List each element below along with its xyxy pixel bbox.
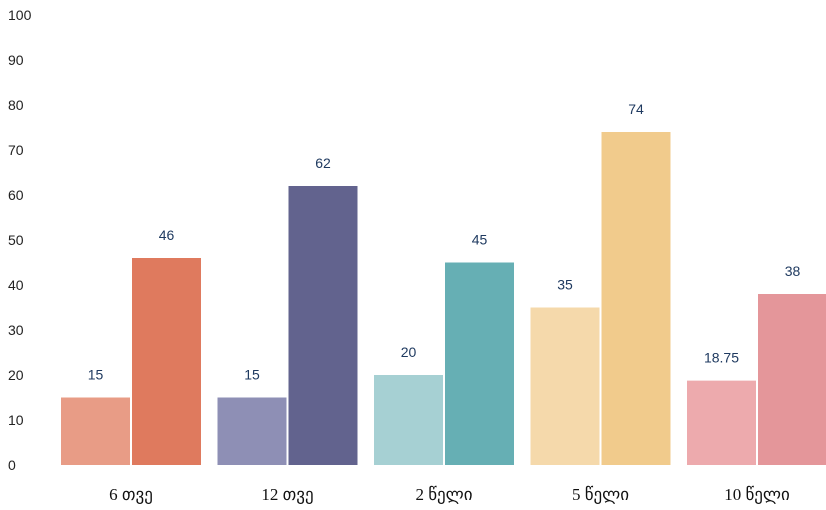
- bar: [132, 258, 201, 465]
- data-label: 35: [557, 277, 573, 293]
- y-tick-label: 80: [8, 97, 24, 113]
- data-label: 46: [159, 227, 175, 243]
- x-tick-label: 5 წელი: [572, 485, 629, 505]
- y-tick-label: 60: [8, 187, 24, 203]
- data-label: 62: [315, 155, 331, 171]
- bar: [445, 262, 514, 465]
- data-label: 18.75: [704, 350, 739, 366]
- x-tick-label: 6 თვე: [109, 485, 153, 505]
- bar: [687, 380, 756, 465]
- y-tick-label: 40: [8, 277, 24, 293]
- data-label: 38: [785, 263, 801, 279]
- y-tick-label: 10: [8, 412, 24, 428]
- y-tick-label: 70: [8, 142, 24, 158]
- bar: [374, 375, 443, 465]
- bar: [288, 186, 358, 465]
- bar: [217, 397, 287, 465]
- data-label: 74: [628, 101, 644, 117]
- y-tick-label: 0: [8, 457, 16, 473]
- y-tick-label: 30: [8, 322, 24, 338]
- bar: [601, 132, 671, 465]
- bar: [758, 294, 826, 465]
- x-tick-label: 10 წელი: [724, 485, 790, 505]
- bar: [61, 397, 130, 465]
- x-tick-label: 12 თვე: [261, 485, 313, 505]
- x-tick-label: 2 წელი: [415, 485, 472, 505]
- data-label: 15: [244, 367, 260, 383]
- y-tick-label: 50: [8, 232, 24, 248]
- data-label: 15: [88, 367, 104, 383]
- data-label: 45: [472, 232, 488, 248]
- bar: [530, 307, 600, 465]
- data-label: 20: [401, 344, 417, 360]
- y-tick-label: 90: [8, 52, 24, 68]
- y-tick-label: 20: [8, 367, 24, 383]
- y-tick-label: 100: [8, 7, 32, 23]
